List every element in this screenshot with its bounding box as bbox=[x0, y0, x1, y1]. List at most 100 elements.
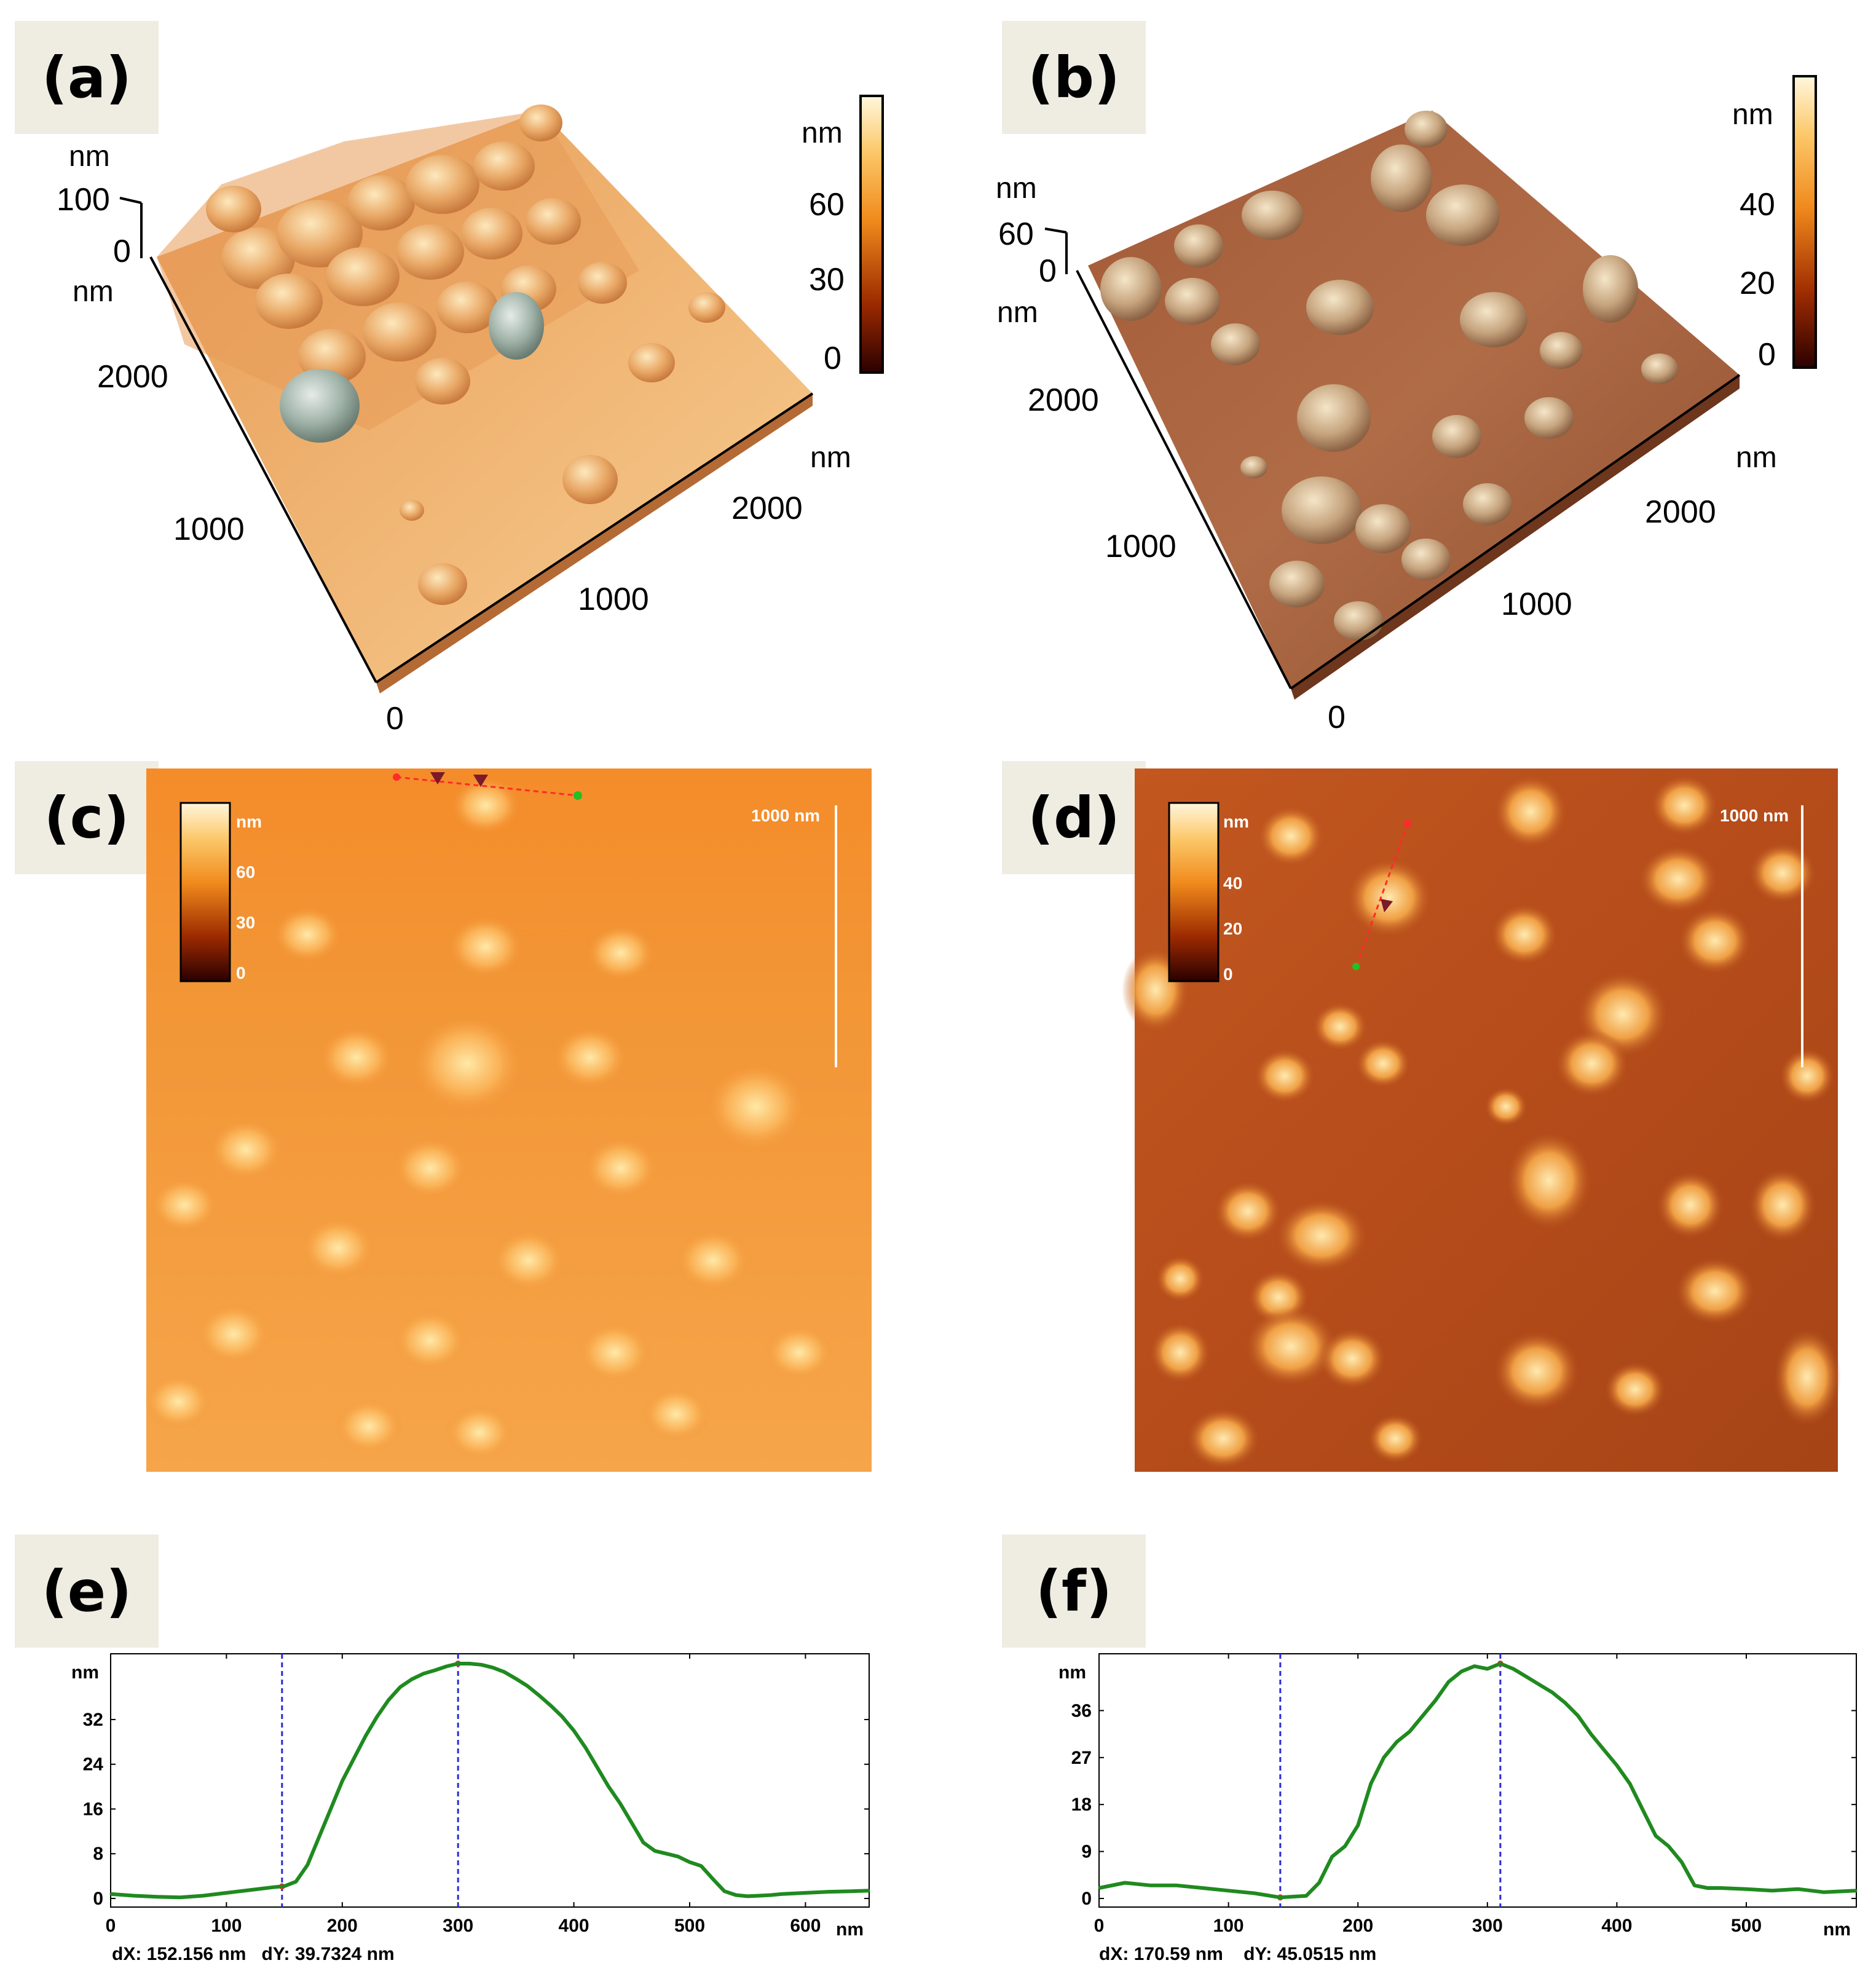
panel-c-profile-line[interactable] bbox=[396, 776, 578, 797]
chart-e-x-tick-label: 100 bbox=[211, 1916, 242, 1936]
panel-d-height-map: nm 40 20 0 1000 nm bbox=[1122, 768, 1841, 1472]
chart-f-data-point bbox=[1202, 1887, 1204, 1889]
panel-a-colorbar bbox=[859, 95, 884, 374]
panel-c-profile-end[interactable] bbox=[573, 791, 582, 800]
panel-label-a: (a) bbox=[15, 21, 159, 134]
panel-label-b: (b) bbox=[1002, 21, 1146, 134]
chart-f-data-point bbox=[1668, 1845, 1670, 1847]
panel-d-grains bbox=[1122, 775, 1841, 1469]
chart-f-data-point bbox=[1448, 1681, 1450, 1683]
panel-c-profile-start[interactable] bbox=[393, 773, 400, 781]
chart-f-data-point bbox=[1228, 1889, 1230, 1892]
panel-c-colorbar-unit: nm bbox=[236, 812, 262, 831]
panel-d-colorbar-tick-0: 0 bbox=[1223, 965, 1233, 984]
chart-f-data-point bbox=[1681, 1861, 1683, 1863]
panel-b-colorbar-tick-40: 40 bbox=[1740, 187, 1775, 223]
chart-e-data-point bbox=[341, 1780, 344, 1782]
panel-a-z-tick-0: 0 bbox=[113, 234, 131, 269]
panel-b-colorbar-unit: nm bbox=[1732, 98, 1773, 131]
chart-f-data-point bbox=[1344, 1845, 1346, 1847]
chart-f-data-point bbox=[1382, 1756, 1385, 1759]
chart-e-data-point bbox=[445, 1665, 447, 1667]
chart-f-data-point bbox=[1512, 1668, 1515, 1670]
chart-e-data-point bbox=[746, 1895, 749, 1897]
panel-b-3d-surface: nm 60 0 nm 2000 1000 nm 2000 1000 0 nm 4… bbox=[996, 75, 1817, 735]
chart-e-data-point bbox=[550, 1704, 552, 1707]
chart-e-y-tick-label: 16 bbox=[83, 1799, 103, 1819]
panel-d-profile-end[interactable] bbox=[1352, 963, 1360, 970]
panel-a-colorbar-unit: nm bbox=[802, 117, 843, 149]
panel-a-z-tick-100: 100 bbox=[57, 182, 110, 218]
panel-a-z-tick bbox=[119, 197, 142, 204]
chart-f-data-point bbox=[1602, 1748, 1605, 1751]
chart-e-data-point bbox=[225, 1892, 227, 1894]
chart-f-data-point bbox=[1175, 1884, 1178, 1887]
chart-e-data-point bbox=[654, 1850, 656, 1852]
chart-f-data-point bbox=[1823, 1891, 1825, 1894]
chart-f-data-point bbox=[1435, 1699, 1437, 1701]
chart-e-x-unit: nm bbox=[836, 1919, 864, 1940]
chart-f-data-point bbox=[1629, 1782, 1631, 1785]
panel-b-z-tick-0: 0 bbox=[1039, 253, 1057, 289]
chart-f-data-point bbox=[1279, 1896, 1282, 1898]
chart-e-data-point bbox=[688, 1861, 691, 1863]
panel-a-y-tick-2000: 2000 bbox=[97, 359, 168, 395]
panel-d-profile-start[interactable] bbox=[1404, 820, 1411, 828]
chart-e-data-point bbox=[758, 1895, 760, 1897]
chart-f-x-tick-label: 100 bbox=[1213, 1916, 1244, 1936]
chart-f-x-tick-label: 200 bbox=[1342, 1916, 1373, 1936]
panel-a-side-wall bbox=[376, 393, 813, 693]
chart-e-data-point bbox=[434, 1669, 436, 1672]
panel-d-colorbar-unit: nm bbox=[1223, 812, 1249, 831]
chart-e-data-point bbox=[573, 1729, 575, 1732]
panel-d-profile-marker[interactable] bbox=[1381, 899, 1393, 912]
chart-f-data-point bbox=[1615, 1764, 1618, 1766]
chart-f-x-tick-label: 300 bbox=[1472, 1916, 1503, 1936]
panel-b-origin: 0 bbox=[1328, 700, 1346, 735]
chart-e-data-point bbox=[109, 1893, 112, 1895]
chart-e-data-point bbox=[457, 1662, 459, 1665]
chart-e-data-point bbox=[329, 1808, 332, 1810]
panel-c-scale-bar-label: 1000 nm bbox=[751, 806, 820, 825]
chart-f-data-point bbox=[1408, 1730, 1411, 1732]
chart-e-data-point bbox=[700, 1865, 703, 1867]
panel-b-y-tick-1000: 1000 bbox=[1105, 529, 1176, 564]
chart-f-data-point bbox=[1305, 1895, 1307, 1897]
chart-e-data-point bbox=[538, 1694, 540, 1697]
panel-c-colorbar-tick-0: 0 bbox=[236, 963, 246, 982]
chart-f-x-tick-label: 400 bbox=[1601, 1916, 1632, 1936]
chart-e-data-point bbox=[607, 1785, 610, 1788]
chart-e-data-point bbox=[781, 1893, 784, 1895]
chart-f-data-point bbox=[1564, 1702, 1566, 1704]
panel-c-colorbar-tick-30: 30 bbox=[236, 913, 255, 932]
chart-e-data-point bbox=[179, 1896, 181, 1898]
panel-a-y-axis bbox=[149, 256, 377, 683]
chart-e-x-tick-label: 0 bbox=[106, 1916, 116, 1936]
chart-f-data-point bbox=[1538, 1683, 1540, 1686]
chart-e-data-point bbox=[283, 1885, 286, 1887]
chart-e-data-point bbox=[723, 1890, 725, 1892]
chart-e-x-tick-label: 400 bbox=[559, 1916, 589, 1936]
panel-c-profile-marker-2[interactable] bbox=[473, 775, 488, 787]
chart-e-y-unit: nm bbox=[71, 1662, 99, 1683]
panel-c-profile-marker-1[interactable] bbox=[430, 772, 445, 784]
chart-f-data-point bbox=[1357, 1824, 1359, 1827]
chart-e-y-tick-label: 24 bbox=[83, 1755, 104, 1775]
chart-e-y-tick-label: 32 bbox=[83, 1710, 103, 1730]
chart-e-data-point bbox=[642, 1841, 645, 1844]
panel-a-colorbar-tick-30: 30 bbox=[809, 262, 845, 298]
chart-f-data-point bbox=[1797, 1888, 1799, 1890]
chart-e-data-point bbox=[770, 1894, 772, 1896]
chart-f-x-unit: nm bbox=[1823, 1919, 1851, 1940]
panel-b-z-tick-60: 60 bbox=[998, 216, 1034, 252]
chart-e-data-point bbox=[468, 1662, 471, 1665]
panel-b-grains bbox=[1100, 111, 1678, 641]
chart-e-y-tick-label: 0 bbox=[93, 1889, 103, 1909]
chart-e-data-point bbox=[526, 1685, 529, 1687]
chart-f-data-point bbox=[1693, 1884, 1696, 1887]
chart-e-data-point bbox=[411, 1678, 413, 1680]
chart-f-data-point bbox=[1331, 1855, 1333, 1858]
panel-label-d: (d) bbox=[1002, 761, 1146, 874]
panel-b-y-tick-2000: 2000 bbox=[1028, 382, 1099, 418]
chart-f-data-point bbox=[1253, 1892, 1256, 1894]
